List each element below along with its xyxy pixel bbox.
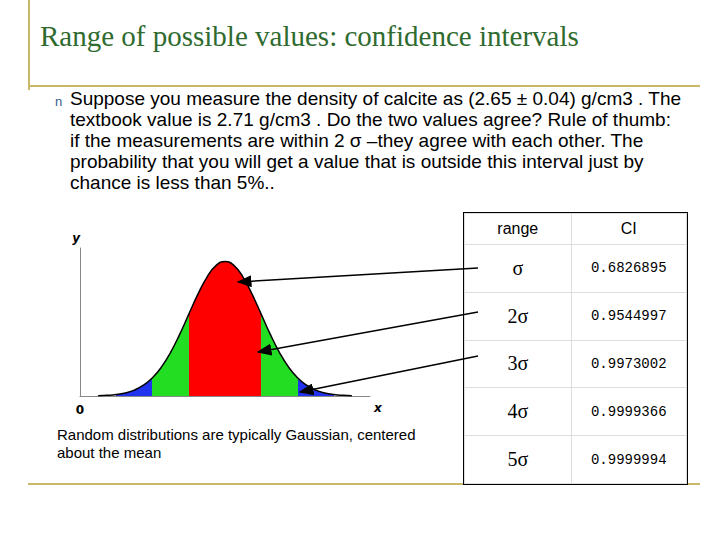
html-text:4σ: 4σ: [507, 400, 529, 423]
html-text:0.9999994: 0.9999994: [591, 451, 667, 468]
html-text:2σ: 2σ: [507, 304, 529, 327]
html-text:range: range: [497, 220, 539, 237]
svg-text:0: 0: [76, 403, 84, 417]
html-text:n Suppose you measure the dens: n Suppose you measure the density of cal…: [55, 88, 681, 193]
svg-text:y: y: [72, 231, 81, 245]
html-text:0.9999366: 0.9999366: [591, 403, 667, 420]
html-text:Range of possible values: conf: Range of possible values: confidence int…: [40, 20, 579, 52]
html-text:CI: CI: [620, 220, 637, 237]
html-text:0.9544997: 0.9544997: [591, 308, 667, 325]
svg-text:x: x: [373, 401, 383, 415]
html-text:0.6826895: 0.6826895: [591, 260, 667, 277]
html-text:5σ: 5σ: [507, 448, 529, 471]
html-text:3σ: 3σ: [507, 352, 529, 375]
html-text:0.9973002: 0.9973002: [591, 356, 667, 372]
html-text:σ: σ: [512, 256, 524, 279]
html-text:Random distributions are typic: Random distributions are typically Gauss…: [57, 426, 416, 461]
